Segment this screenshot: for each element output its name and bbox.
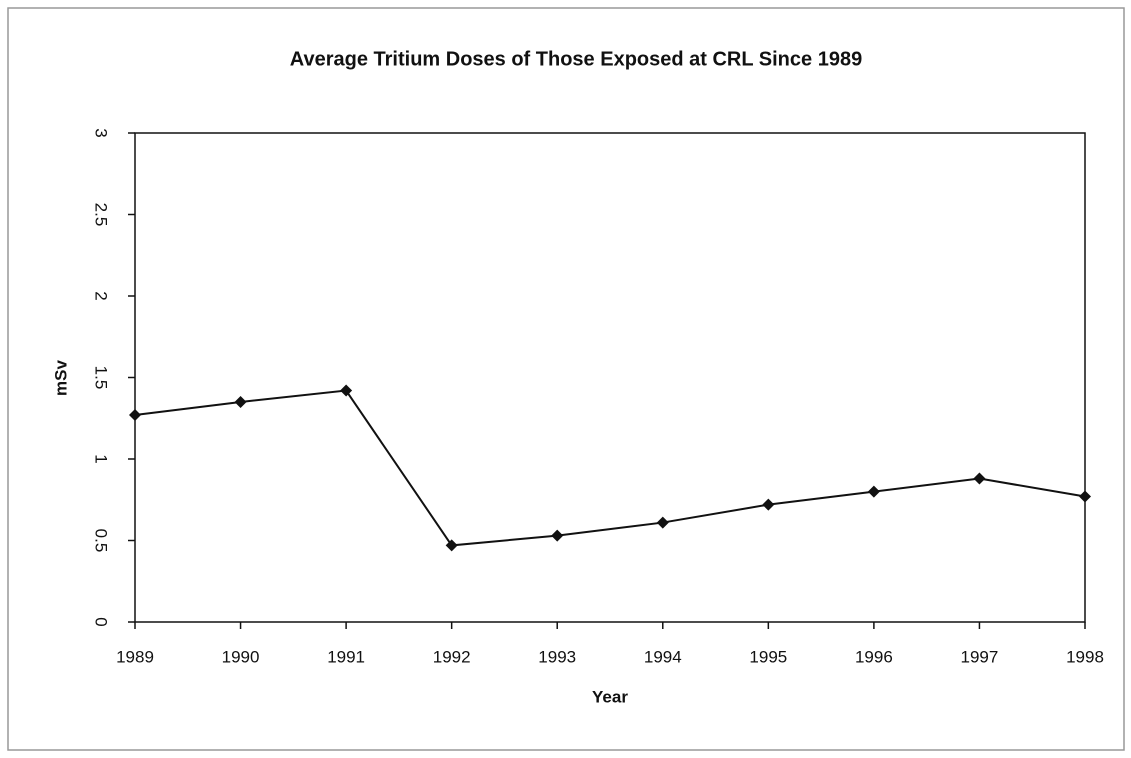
data-point <box>1079 490 1091 503</box>
x-tick-label: 1998 <box>1066 647 1104 666</box>
chart-title: Average Tritium Doses of Those Exposed a… <box>290 48 862 70</box>
data-point <box>656 516 669 529</box>
x-tick-label: 1995 <box>749 647 787 666</box>
x-tick-label: 1997 <box>961 647 999 666</box>
y-axis-label: mSv <box>51 360 70 396</box>
data-point <box>867 485 880 498</box>
data-point <box>129 408 141 421</box>
x-tick-label: 1992 <box>433 647 471 666</box>
y-tick-label: 0 <box>92 617 111 626</box>
data-line <box>134 389 1086 547</box>
x-tick-label: 1993 <box>538 647 576 666</box>
x-tick-label: 1996 <box>855 647 893 666</box>
x-tick-label: 1989 <box>116 647 154 666</box>
data-point <box>551 529 564 542</box>
data-point <box>973 472 986 485</box>
chart-border <box>7 7 1125 751</box>
y-tick-label: 3 <box>92 128 111 137</box>
y-tick-label: 2.5 <box>92 203 111 227</box>
plot-area <box>134 132 1086 623</box>
x-tick-label: 1994 <box>644 647 682 666</box>
y-tick-label: 2 <box>92 291 111 300</box>
y-tick-label: 1.5 <box>92 366 111 390</box>
x-axis-label: Year <box>592 687 628 706</box>
data-point <box>445 539 458 552</box>
x-tick-label: 1991 <box>327 647 365 666</box>
data-point <box>762 498 775 511</box>
y-tick-label: 1 <box>92 454 111 463</box>
y-tick-label: 0.5 <box>92 529 111 553</box>
data-point <box>340 384 353 397</box>
x-tick-label: 1990 <box>222 647 260 666</box>
data-point <box>234 395 247 408</box>
